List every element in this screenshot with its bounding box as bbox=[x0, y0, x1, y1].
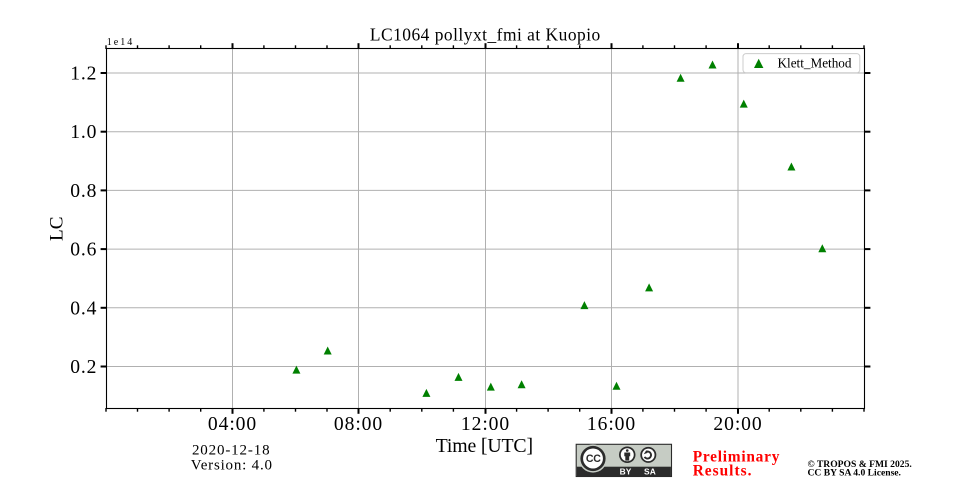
svg-text:1.2: 1.2 bbox=[70, 64, 97, 85]
svg-text:1.0: 1.0 bbox=[70, 122, 97, 143]
svg-text:20:00: 20:00 bbox=[713, 414, 762, 435]
svg-text:Version: 4.0: Version: 4.0 bbox=[191, 458, 273, 474]
svg-text:Preliminary: Preliminary bbox=[693, 449, 780, 466]
svg-text:Time [UTC]: Time [UTC] bbox=[436, 435, 533, 457]
svg-text:CC: CC bbox=[586, 453, 601, 465]
svg-text:0.6: 0.6 bbox=[70, 240, 97, 261]
svg-text:0.2: 0.2 bbox=[70, 357, 97, 378]
svg-text:Klett_Method: Klett_Method bbox=[778, 56, 852, 71]
svg-text:LC: LC bbox=[46, 216, 67, 241]
svg-text:12:00: 12:00 bbox=[461, 414, 510, 435]
svg-text:0.8: 0.8 bbox=[70, 181, 97, 202]
svg-text:SA: SA bbox=[644, 466, 656, 476]
svg-text:04:00: 04:00 bbox=[208, 414, 257, 435]
svg-text:LC1064 pollyxt_fmi at Kuopio: LC1064 pollyxt_fmi at Kuopio bbox=[370, 24, 601, 44]
svg-text:BY: BY bbox=[620, 466, 632, 476]
svg-text:CC BY SA 4.0 License.: CC BY SA 4.0 License. bbox=[808, 468, 901, 479]
svg-text:1e14: 1e14 bbox=[107, 37, 134, 48]
svg-text:2020-12-18: 2020-12-18 bbox=[192, 443, 271, 459]
svg-text:Results.: Results. bbox=[693, 463, 753, 480]
svg-text:0.4: 0.4 bbox=[70, 298, 97, 319]
svg-text:© TROPOS & FMI 2025.: © TROPOS & FMI 2025. bbox=[808, 459, 912, 470]
svg-text:08:00: 08:00 bbox=[334, 414, 383, 435]
svg-text:16:00: 16:00 bbox=[587, 414, 636, 435]
